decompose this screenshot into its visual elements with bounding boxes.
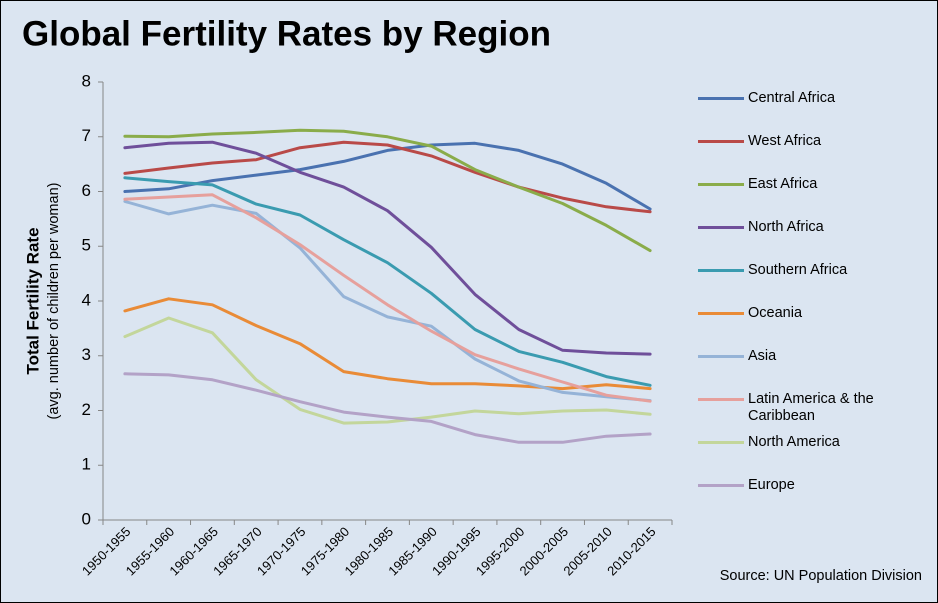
legend-swatch	[698, 398, 744, 401]
series-line	[123, 141, 652, 211]
y-tick-label: 0	[82, 509, 91, 528]
legend-label: Oceania	[748, 305, 803, 321]
legend-label: West Africa	[748, 133, 822, 149]
series-line	[123, 140, 652, 356]
legend-item: North Africa	[698, 219, 898, 236]
legend-item: East Africa	[698, 176, 898, 193]
legend-label: Europe	[748, 477, 795, 493]
series-line	[123, 193, 652, 403]
series-line	[123, 140, 652, 214]
y-tick-label: 3	[82, 345, 91, 364]
legend-label: Central Africa	[748, 90, 836, 106]
y-axis-title: Total Fertility Rate	[23, 227, 42, 374]
legend-item: Central Africa	[698, 90, 898, 107]
legend-swatch	[698, 484, 744, 487]
y-tick-label: 8	[82, 71, 91, 90]
legend-swatch	[698, 140, 744, 143]
legend-label: Southern Africa	[748, 262, 848, 278]
legend-swatch	[698, 226, 744, 229]
legend-swatch	[698, 312, 744, 315]
legend-label: Latin America & the Caribbean	[748, 391, 874, 424]
legend-item: Latin America & the Caribbean	[698, 391, 898, 425]
legend-label: East Africa	[748, 176, 818, 192]
legend-swatch	[698, 97, 744, 100]
y-tick-label: 5	[82, 236, 91, 255]
legend-label: Asia	[748, 348, 777, 364]
series-line	[123, 176, 652, 387]
legend-item: West Africa	[698, 133, 898, 150]
chart-title: Global Fertility Rates by Region	[22, 14, 551, 53]
legend-swatch	[698, 183, 744, 186]
legend-swatch	[698, 269, 744, 272]
series-line	[123, 372, 652, 444]
legend-item: Europe	[698, 477, 898, 494]
series-line	[123, 128, 652, 253]
legend-item: Oceania	[698, 305, 898, 322]
legend-label: North America	[748, 434, 840, 450]
y-tick-label: 7	[82, 126, 91, 145]
legend-item: Southern Africa	[698, 262, 898, 279]
series-line	[123, 297, 652, 391]
y-axis-subtitle: (avg. number of children per woman)	[46, 183, 62, 420]
legend-swatch	[698, 441, 744, 444]
series-line	[123, 199, 652, 403]
y-tick-label: 6	[82, 181, 91, 200]
legend-swatch	[698, 355, 744, 358]
source-note: Source: UN Population Division	[720, 568, 922, 584]
y-tick-label: 1	[82, 455, 91, 474]
legend-item: North America	[698, 434, 898, 451]
legend-item: Asia	[698, 348, 898, 365]
y-tick-label: 2	[82, 400, 91, 419]
series-line	[123, 316, 652, 425]
legend-label: North Africa	[748, 219, 824, 235]
y-tick-label: 4	[82, 290, 91, 309]
